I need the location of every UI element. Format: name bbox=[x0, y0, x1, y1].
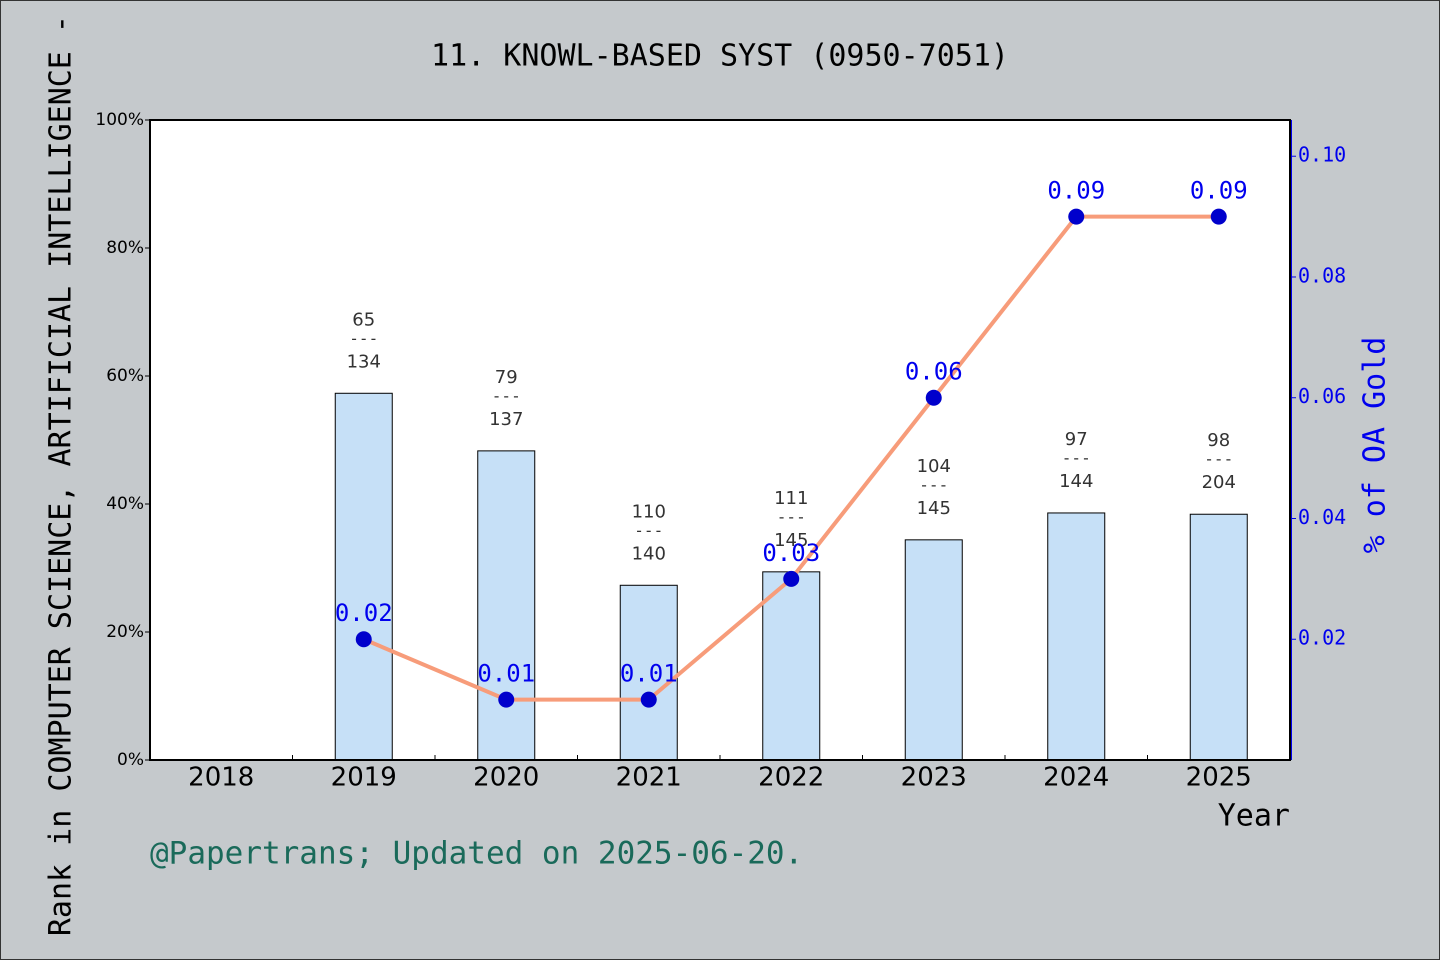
y2-tick-label: 0.04 bbox=[1298, 505, 1346, 529]
bar-annotation-separator: --- bbox=[777, 507, 806, 526]
bar-annotation-rank: 79 bbox=[495, 367, 518, 388]
data-label: 0.01 bbox=[620, 660, 678, 688]
x-tick-label: 2022 bbox=[758, 763, 824, 793]
line-marker bbox=[1068, 208, 1085, 225]
line-marker bbox=[640, 691, 657, 708]
x-tick-label: 2020 bbox=[473, 763, 539, 793]
y-tick-label: 0% bbox=[117, 750, 144, 770]
x-tick-label: 2025 bbox=[1186, 763, 1252, 793]
bar-annotation-rank: 97 bbox=[1065, 429, 1088, 450]
x-tick-label: 2019 bbox=[331, 763, 397, 793]
y2-tick-label: 0.02 bbox=[1298, 626, 1346, 650]
bar-annotation-total: 145 bbox=[917, 498, 951, 519]
x-tick-label: 2023 bbox=[901, 763, 967, 793]
footer: @Papertrans; Updated on 2025-06-20. bbox=[150, 836, 803, 872]
y-tick-label: 80% bbox=[106, 238, 144, 258]
y-tick-label: 100% bbox=[95, 110, 144, 130]
chart-title: 11. KNOWL-BASED SYST (0950-7051) bbox=[431, 39, 1009, 74]
data-label: 0.06 bbox=[905, 358, 963, 386]
bar-annotation-total: 144 bbox=[1059, 471, 1093, 492]
line-marker bbox=[498, 691, 515, 708]
bar-annotation-total: 145 bbox=[774, 530, 808, 551]
line-marker bbox=[355, 631, 372, 648]
bar-annotation-rank: 98 bbox=[1207, 430, 1230, 451]
y2-tick-label: 0.06 bbox=[1298, 384, 1346, 408]
y2-tick-label: 0.08 bbox=[1298, 263, 1346, 287]
y-axis-label: Rank in COMPUTER SCIENCE, ARTIFICIAL INT… bbox=[44, 15, 79, 936]
data-label: 0.09 bbox=[1190, 177, 1248, 205]
bar-annotation-separator: --- bbox=[1062, 448, 1091, 467]
line-marker bbox=[1210, 208, 1227, 225]
bar bbox=[762, 571, 821, 761]
bar-annotation-separator: --- bbox=[349, 329, 378, 348]
y-tick-label: 20% bbox=[106, 622, 144, 642]
y-tick-label: 60% bbox=[106, 366, 144, 386]
bar-annotation-separator: --- bbox=[634, 521, 663, 540]
bar-annotation-total: 140 bbox=[632, 543, 666, 564]
bar bbox=[334, 392, 393, 761]
bar-annotation-separator: --- bbox=[492, 386, 521, 405]
bar-annotation-rank: 111 bbox=[774, 488, 808, 509]
bar-annotation-rank: 104 bbox=[917, 456, 951, 477]
y2-tick-label: 0.10 bbox=[1298, 143, 1346, 167]
line-marker bbox=[783, 570, 800, 587]
bar-annotation-rank: 65 bbox=[352, 309, 375, 330]
x-tick-label: 2024 bbox=[1043, 763, 1109, 793]
bar-annotation-separator: --- bbox=[919, 475, 948, 494]
bar-annotation-separator: --- bbox=[1204, 450, 1233, 469]
y2-axis-label: % of OA Gold bbox=[1358, 337, 1393, 554]
x-tick-label: 2018 bbox=[188, 763, 254, 793]
x-tick-label: 2021 bbox=[616, 763, 682, 793]
bar-annotation-total: 204 bbox=[1202, 472, 1236, 493]
bar bbox=[1189, 513, 1248, 761]
plot-border bbox=[149, 119, 1291, 761]
data-label: 0.01 bbox=[477, 660, 535, 688]
y-tick-label: 40% bbox=[106, 494, 144, 514]
bar-annotation-rank: 110 bbox=[632, 501, 666, 522]
bar-annotation-total: 134 bbox=[347, 351, 381, 372]
data-label: 0.03 bbox=[762, 539, 820, 567]
bar bbox=[619, 584, 678, 761]
line-marker bbox=[925, 389, 942, 406]
bar-annotation-total: 137 bbox=[489, 409, 523, 430]
bar bbox=[1047, 512, 1106, 761]
bar bbox=[904, 539, 963, 761]
x-axis-label: Year bbox=[1218, 799, 1290, 834]
data-label: 0.09 bbox=[1047, 177, 1105, 205]
bar bbox=[477, 450, 536, 761]
data-label: 0.02 bbox=[335, 599, 393, 627]
